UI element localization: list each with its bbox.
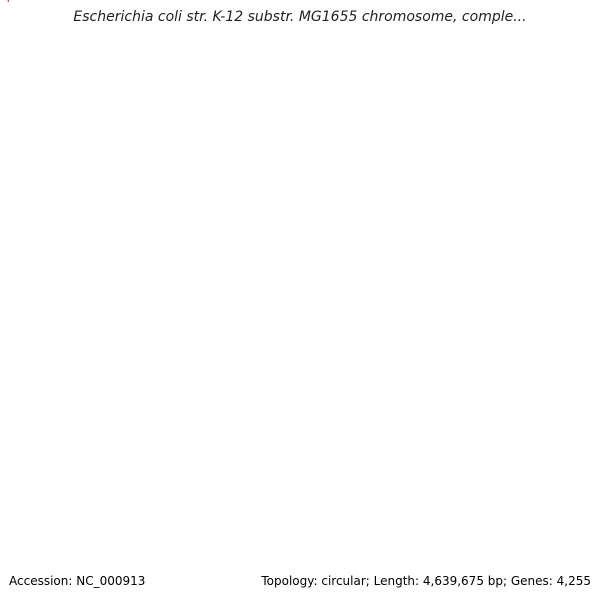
gene-label-serS[interactable]: serS: [0, 0, 22, 3]
gene-label-lolA[interactable]: lolA: [0, 0, 19, 3]
gene-label-rarA[interactable]: rarA: [0, 0, 21, 3]
map-title: Escherichia coli str. K-12 substr. MG165…: [73, 9, 527, 25]
gene-label-ftsK[interactable]: ftsK: [0, 0, 19, 3]
gene-label-lrp[interactable]: lrp: [0, 0, 13, 3]
gene-labels: trxBlrpftsKlolArarAserS: [0, 0, 22, 3]
genome-summary-text: Topology: circular; Length: 4,639,675 bp…: [261, 574, 591, 588]
accession-text: Accession: NC_000913: [9, 574, 146, 588]
